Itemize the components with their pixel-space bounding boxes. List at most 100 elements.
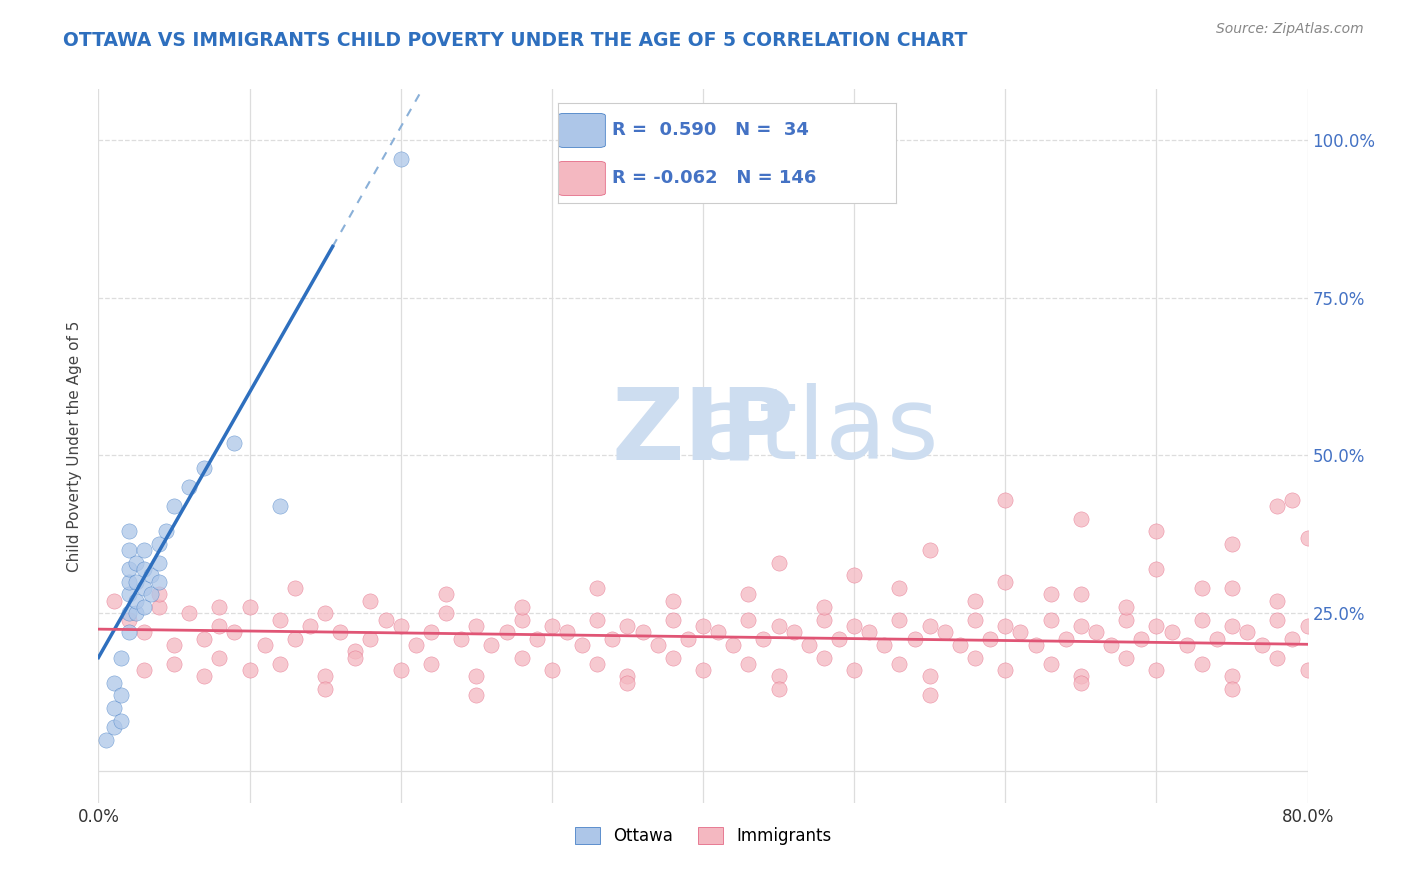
- Point: [1220, 669, 1243, 683]
- Point: [103, 675, 125, 690]
- Point: [125, 556, 148, 570]
- Point: [737, 657, 759, 671]
- Point: [344, 644, 367, 658]
- Point: [979, 632, 1001, 646]
- Point: [768, 619, 790, 633]
- Point: [994, 619, 1017, 633]
- Point: [1085, 625, 1108, 640]
- Point: [481, 638, 503, 652]
- Point: [858, 625, 880, 640]
- Point: [1296, 663, 1319, 677]
- Point: [918, 543, 941, 558]
- Point: [148, 587, 170, 601]
- Point: [389, 619, 412, 633]
- Point: [1039, 657, 1062, 671]
- Point: [193, 632, 215, 646]
- Point: [934, 625, 956, 640]
- Point: [661, 593, 683, 607]
- Point: [631, 625, 654, 640]
- Point: [616, 619, 638, 633]
- Point: [434, 587, 457, 601]
- Point: [510, 650, 533, 665]
- Point: [103, 701, 125, 715]
- Point: [1281, 492, 1303, 507]
- Point: [1220, 581, 1243, 595]
- Point: [495, 625, 517, 640]
- Point: [269, 499, 291, 513]
- Point: [510, 600, 533, 615]
- Point: [1115, 650, 1137, 665]
- Point: [994, 663, 1017, 677]
- Point: [314, 607, 336, 621]
- Point: [813, 613, 835, 627]
- Point: [540, 619, 562, 633]
- Point: [692, 619, 714, 633]
- Point: [1070, 619, 1092, 633]
- Point: [118, 607, 141, 621]
- Point: [125, 574, 148, 589]
- Point: [450, 632, 472, 646]
- Point: [224, 435, 246, 450]
- Point: [269, 613, 291, 627]
- Point: [616, 675, 638, 690]
- Point: [284, 581, 307, 595]
- Point: [1296, 531, 1319, 545]
- Point: [1191, 657, 1213, 671]
- Point: [94, 732, 117, 747]
- Point: [1206, 632, 1229, 646]
- Point: [1144, 619, 1167, 633]
- Point: [918, 669, 941, 683]
- Point: [132, 600, 155, 615]
- Point: [889, 657, 911, 671]
- Point: [110, 714, 132, 728]
- Point: [1054, 632, 1077, 646]
- Point: [434, 607, 457, 621]
- Point: [889, 613, 911, 627]
- Point: [1191, 613, 1213, 627]
- Point: [299, 619, 322, 633]
- Point: [1144, 562, 1167, 576]
- Point: [179, 480, 201, 494]
- Point: [193, 669, 215, 683]
- Point: [1144, 663, 1167, 677]
- Point: [148, 537, 170, 551]
- Point: [405, 638, 427, 652]
- Point: [1281, 632, 1303, 646]
- Point: [360, 593, 382, 607]
- Point: [737, 587, 759, 601]
- Point: [132, 562, 155, 576]
- Point: [1236, 625, 1258, 640]
- Point: [1251, 638, 1274, 652]
- Point: [1115, 613, 1137, 627]
- Point: [1039, 613, 1062, 627]
- Point: [1191, 581, 1213, 595]
- Point: [797, 638, 820, 652]
- Point: [389, 663, 412, 677]
- Point: [118, 562, 141, 576]
- Point: [1220, 537, 1243, 551]
- Point: [118, 524, 141, 539]
- Point: [118, 625, 141, 640]
- Point: [844, 568, 866, 582]
- Point: [844, 663, 866, 677]
- Point: [707, 625, 730, 640]
- Point: [125, 607, 148, 621]
- Point: [465, 689, 488, 703]
- Text: atlas: atlas: [697, 384, 939, 480]
- Point: [132, 625, 155, 640]
- Point: [828, 632, 851, 646]
- Point: [692, 663, 714, 677]
- Point: [526, 632, 548, 646]
- Point: [141, 568, 163, 582]
- Point: [125, 593, 148, 607]
- Point: [904, 632, 927, 646]
- Point: [1024, 638, 1046, 652]
- Point: [208, 600, 231, 615]
- Point: [1160, 625, 1182, 640]
- Point: [118, 543, 141, 558]
- Point: [647, 638, 669, 652]
- Point: [141, 587, 163, 601]
- Point: [873, 638, 896, 652]
- Point: [148, 574, 170, 589]
- Text: OTTAWA VS IMMIGRANTS CHILD POVERTY UNDER THE AGE OF 5 CORRELATION CHART: OTTAWA VS IMMIGRANTS CHILD POVERTY UNDER…: [63, 31, 967, 50]
